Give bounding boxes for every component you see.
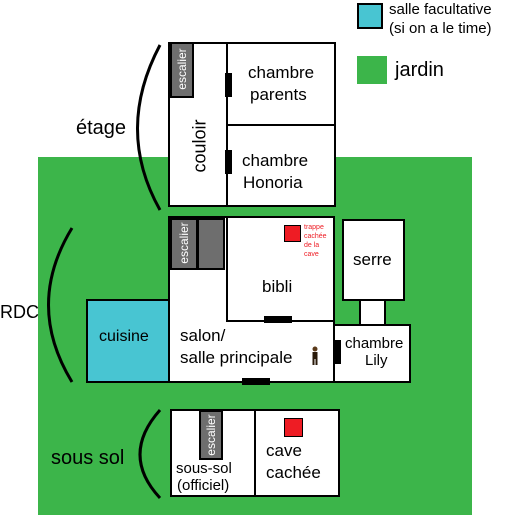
room-cave-cachee-label-1: cave <box>266 441 302 460</box>
cave-marker <box>284 418 303 437</box>
trappe-marker <box>284 225 301 242</box>
room-bibli-label: bibli <box>262 277 293 296</box>
room-cuisine-label: cuisine <box>99 328 149 345</box>
room-serre <box>342 219 405 301</box>
room-chambre-lily-label-2: Lily <box>365 352 388 369</box>
room-salon-label-2: salle principale <box>180 348 293 367</box>
serre-passage <box>359 299 386 326</box>
floor-label-sous-sol: sous sol <box>51 447 125 469</box>
door-salon-south <box>242 378 270 385</box>
room-serre-label: serre <box>353 250 392 269</box>
trappe-label-3: de la <box>304 242 320 249</box>
legend-salle-facultative-note: (si on a le time) <box>389 20 492 37</box>
etage-bracket <box>136 44 162 211</box>
room-chambre-honoria-label-2: Honoria <box>243 173 303 192</box>
room-cave-cachee-label-2: cachée <box>266 463 321 482</box>
stair-rdc-label: escalier <box>177 222 191 264</box>
room-couloir-label: couloir <box>189 119 210 173</box>
stair-etage-label: escalier <box>175 48 189 90</box>
room-chambre-lily <box>333 324 411 383</box>
door-chambre-honoria <box>225 150 232 174</box>
trappe-label-2: cachée <box>304 233 327 240</box>
legend-jardin-swatch <box>357 56 387 84</box>
room-chambre-lily-label-1: chambre <box>345 335 404 352</box>
room-chambre-honoria-label-1: chambre <box>242 151 309 170</box>
trappe-label-1: trappe <box>304 224 324 231</box>
stair-sous-sol <box>199 410 223 460</box>
person-icon <box>312 346 318 365</box>
floor-label-rdc: RDC <box>0 302 39 322</box>
room-chambre-honoria <box>226 124 336 207</box>
legend-jardin-label: jardin <box>395 59 444 81</box>
room-sous-sol-officiel-label-1: sous-sol <box>176 460 232 477</box>
stair-sous-sol-label: escalier <box>204 414 218 456</box>
legend-salle-facultative-swatch <box>357 3 383 29</box>
stair-etage <box>170 42 194 98</box>
floor-label-etage: étage <box>76 117 127 139</box>
door-chambre-lily <box>334 340 341 364</box>
room-chambre-parents <box>226 42 336 126</box>
door-bibli <box>264 316 292 323</box>
room-chambre-parents-label-1: chambre <box>248 63 315 82</box>
room-chambre-parents-label-2: parents <box>250 85 307 104</box>
room-cuisine <box>86 299 170 383</box>
room-sous-sol-officiel-label-2: (officiel) <box>177 477 230 494</box>
trappe-label-4: cave <box>304 251 319 258</box>
door-chambre-parents <box>225 73 232 97</box>
room-salon-label-1: salon/ <box>180 326 226 345</box>
sous-sol-bracket <box>138 409 162 500</box>
room-bibli <box>226 216 335 322</box>
rdc-bracket <box>47 227 74 383</box>
stair-rdc-2 <box>197 218 225 270</box>
legend-salle-facultative-label: salle facultative <box>389 1 492 18</box>
